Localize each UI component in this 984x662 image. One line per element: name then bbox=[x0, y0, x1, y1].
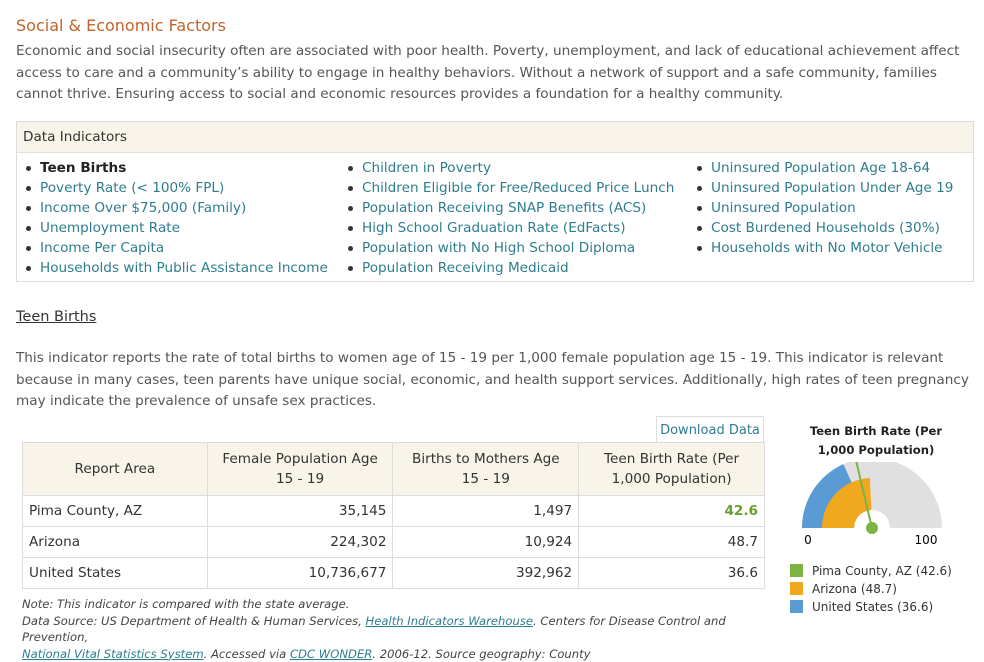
indicator-column-3: Uninsured Population Age 18-64 Uninsured… bbox=[688, 158, 953, 258]
gauge-min-label: 0 bbox=[804, 533, 812, 547]
note-text: Data Source: US Department of Health & H… bbox=[22, 614, 366, 628]
note-line: Note: This indicator is compared with th… bbox=[22, 596, 782, 613]
legend-item: Arizona (48.7) bbox=[790, 580, 952, 598]
table-cell: 224,302 bbox=[207, 527, 393, 558]
indicator-item[interactable]: Uninsured Population Under Age 19 bbox=[688, 178, 953, 198]
table-row: Pima County, AZ 35,145 1,497 42.6 bbox=[23, 496, 765, 527]
table-row: United States 10,736,677 392,962 36.6 bbox=[23, 558, 765, 589]
legend-label: Arizona (48.7) bbox=[812, 582, 897, 596]
legend-label: United States (36.6) bbox=[812, 600, 933, 614]
nvss-link[interactable]: National Vital Statistics System bbox=[22, 647, 204, 661]
download-data-button[interactable]: Download Data bbox=[656, 416, 764, 443]
indicator-item[interactable]: Households with Public Assistance Income bbox=[17, 258, 328, 278]
indicator-item[interactable]: Population with No High School Diploma bbox=[339, 238, 674, 258]
indicator-link-cost-burdened[interactable]: Cost Burdened Households (30%) bbox=[711, 220, 940, 236]
column-header: Female Population Age 15 - 19 bbox=[207, 443, 393, 496]
indicator-link-snap-benefits[interactable]: Population Receiving SNAP Benefits (ACS) bbox=[362, 200, 646, 216]
indicator-column-1: Teen Births Poverty Rate (< 100% FPL) In… bbox=[17, 158, 328, 278]
indicator-link-public-assistance[interactable]: Households with Public Assistance Income bbox=[40, 260, 328, 276]
table-cell: 10,924 bbox=[393, 527, 579, 558]
indicator-item[interactable]: Households with No Motor Vehicle bbox=[688, 238, 953, 258]
table-row: Arizona 224,302 10,924 48.7 bbox=[23, 527, 765, 558]
gauge-max-label: 100 bbox=[915, 533, 938, 547]
indicator-item[interactable]: Population Receiving SNAP Benefits (ACS) bbox=[339, 198, 674, 218]
indicator-link-uninsured-under-19[interactable]: Uninsured Population Under Age 19 bbox=[711, 180, 953, 196]
legend-swatch bbox=[790, 582, 803, 595]
column-header: Teen Birth Rate (Per 1,000 Population) bbox=[579, 443, 765, 496]
indicator-link-unemployment-rate[interactable]: Unemployment Rate bbox=[40, 220, 180, 236]
table-cell-highlight: 42.6 bbox=[579, 496, 765, 527]
teen-births-table: Report Area Female Population Age 15 - 1… bbox=[22, 442, 765, 589]
indicator-item[interactable]: Income Over $75,000 (Family) bbox=[17, 198, 328, 218]
cdc-wonder-link[interactable]: CDC WONDER bbox=[290, 647, 372, 661]
indicator-link-medicaid[interactable]: Population Receiving Medicaid bbox=[362, 260, 569, 276]
gauge-title: Teen Birth Rate (Per 1,000 Population) bbox=[790, 422, 962, 460]
gauge-arcs bbox=[802, 462, 942, 534]
indicator-link-uninsured-18-64[interactable]: Uninsured Population Age 18-64 bbox=[711, 160, 930, 176]
section-title: Social & Economic Factors bbox=[16, 16, 226, 35]
note-text: . 2006-12. Source geography: County bbox=[372, 647, 590, 661]
table-cell: United States bbox=[23, 558, 208, 589]
note-line: Data Source: US Department of Health & H… bbox=[22, 613, 782, 646]
indicator-item: Teen Births bbox=[17, 158, 328, 178]
teen-birth-rate-gauge: 0 100 bbox=[800, 462, 950, 550]
indicator-link-children-in-poverty[interactable]: Children in Poverty bbox=[362, 160, 491, 176]
indicator-item[interactable]: Children Eligible for Free/Reduced Price… bbox=[339, 178, 674, 198]
legend-swatch bbox=[790, 600, 803, 613]
indicator-item[interactable]: High School Graduation Rate (EdFacts) bbox=[339, 218, 674, 238]
teen-births-description: This indicator reports the rate of total… bbox=[16, 348, 971, 413]
table-cell: 48.7 bbox=[579, 527, 765, 558]
data-source-note: Note: This indicator is compared with th… bbox=[22, 596, 782, 662]
indicator-item[interactable]: Uninsured Population Age 18-64 bbox=[688, 158, 953, 178]
note-line: National Vital Statistics System. Access… bbox=[22, 646, 782, 662]
column-header: Births to Mothers Age 15 - 19 bbox=[393, 443, 579, 496]
indicator-link-poverty-rate[interactable]: Poverty Rate (< 100% FPL) bbox=[40, 180, 224, 196]
indicator-link-no-diploma[interactable]: Population with No High School Diploma bbox=[362, 240, 635, 256]
table-cell: 1,497 bbox=[393, 496, 579, 527]
table-cell: 10,736,677 bbox=[207, 558, 393, 589]
indicator-link-no-motor-vehicle[interactable]: Households with No Motor Vehicle bbox=[711, 240, 943, 256]
table-cell: Pima County, AZ bbox=[23, 496, 208, 527]
indicator-link-income-per-capita[interactable]: Income Per Capita bbox=[40, 240, 164, 256]
table-cell: Arizona bbox=[23, 527, 208, 558]
indicator-active-teen-births: Teen Births bbox=[40, 160, 126, 176]
indicator-item[interactable]: Children in Poverty bbox=[339, 158, 674, 178]
indicator-link-income-over-75000[interactable]: Income Over $75,000 (Family) bbox=[40, 200, 246, 216]
health-indicators-warehouse-link[interactable]: Health Indicators Warehouse bbox=[366, 614, 534, 628]
indicator-column-2: Children in Poverty Children Eligible fo… bbox=[339, 158, 674, 278]
legend-item: Pima County, AZ (42.6) bbox=[790, 562, 952, 580]
table-cell: 35,145 bbox=[207, 496, 393, 527]
indicator-item[interactable]: Unemployment Rate bbox=[17, 218, 328, 238]
table-cell: 36.6 bbox=[579, 558, 765, 589]
legend-swatch bbox=[790, 564, 803, 577]
table-cell: 392,962 bbox=[393, 558, 579, 589]
gauge-needle-hub bbox=[866, 522, 878, 534]
table-header-row: Report Area Female Population Age 15 - 1… bbox=[23, 443, 765, 496]
section-intro: Economic and social insecurity often are… bbox=[16, 41, 981, 106]
indicator-link-uninsured-population[interactable]: Uninsured Population bbox=[711, 200, 856, 216]
indicator-item[interactable]: Population Receiving Medicaid bbox=[339, 258, 674, 278]
column-header: Report Area bbox=[23, 443, 208, 496]
indicator-item[interactable]: Cost Burdened Households (30%) bbox=[688, 218, 953, 238]
indicator-link-graduation-rate[interactable]: High School Graduation Rate (EdFacts) bbox=[362, 220, 626, 236]
indicator-item[interactable]: Income Per Capita bbox=[17, 238, 328, 258]
legend-item: United States (36.6) bbox=[790, 598, 952, 616]
data-indicators-panel: Data Indicators Teen Births Poverty Rate… bbox=[16, 121, 974, 282]
note-text: . Accessed via bbox=[204, 647, 290, 661]
indicator-link-free-reduced-lunch[interactable]: Children Eligible for Free/Reduced Price… bbox=[362, 180, 674, 196]
data-indicators-header: Data Indicators bbox=[17, 122, 973, 153]
indicator-item[interactable]: Poverty Rate (< 100% FPL) bbox=[17, 178, 328, 198]
teen-births-title: Teen Births bbox=[16, 309, 96, 325]
gauge-legend: Pima County, AZ (42.6) Arizona (48.7) Un… bbox=[790, 562, 952, 616]
legend-label: Pima County, AZ (42.6) bbox=[812, 564, 952, 578]
indicator-item[interactable]: Uninsured Population bbox=[688, 198, 953, 218]
